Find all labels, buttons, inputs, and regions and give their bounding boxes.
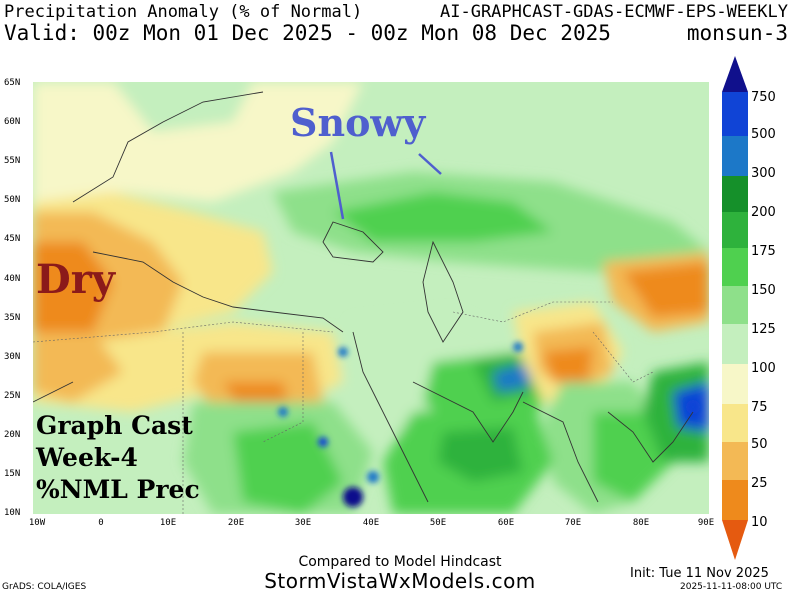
lon-label-70e: 70E: [564, 518, 582, 528]
lat-label-10n: 10N: [4, 508, 21, 518]
colorbar-label-100: 100: [751, 361, 776, 376]
footer-compared: Compared to Model Hindcast: [298, 554, 502, 570]
colorbar-label-175: 175: [751, 244, 776, 259]
borders: [33, 301, 654, 514]
colorbar-label-75: 75: [751, 400, 768, 415]
colorbar-swatch: [722, 286, 748, 324]
lon-label-10e: 10E: [159, 518, 177, 528]
colorbar-swatch: [722, 404, 748, 442]
colorbar-swatch: [722, 212, 748, 248]
lon-label-20e: 20E: [227, 518, 245, 528]
colorbar-swatch: [722, 324, 748, 364]
lon-label-10w: 10W: [28, 518, 46, 528]
colorbar-swatch: [722, 248, 748, 286]
model-note-line-1: Graph Cast: [36, 411, 193, 440]
footer-grads-credit: GrADS: COLA/IGES: [2, 582, 87, 592]
lat-label-15n: 15N: [4, 469, 21, 479]
colorbar-label-50: 50: [751, 437, 768, 452]
colorbar-swatch: [722, 480, 748, 520]
colorbar-swatch: [722, 364, 748, 404]
anomaly-fields: [33, 82, 709, 514]
colorbar: [722, 56, 748, 560]
lat-label-30n: 30N: [4, 352, 21, 362]
anomaly-map: [33, 82, 709, 514]
lat-label-20n: 20N: [4, 430, 21, 440]
colorbar-label-500: 500: [751, 127, 776, 142]
lat-label-50n: 50N: [4, 195, 21, 205]
anomaly-spots: [278, 342, 700, 507]
footer-timestamp: 2025-11-11-08:00 UTC: [680, 582, 783, 592]
colorbar-swatch: [722, 442, 748, 480]
footer-init-time: Init: Tue 11 Nov 2025: [630, 566, 769, 581]
colorbar-label-10: 10: [751, 515, 768, 530]
lat-label-65n: 65N: [4, 78, 21, 88]
footer-site: StormVistaWxModels.com: [264, 569, 536, 593]
colorbar-swatch: [722, 176, 748, 212]
colorbar-label-125: 125: [751, 322, 776, 337]
coastlines: [33, 91, 694, 503]
model-note: Graph Cast Week-4 %NML Prec: [36, 410, 200, 506]
lon-label-60e: 60E: [497, 518, 515, 528]
lon-label-80e: 80E: [632, 518, 650, 528]
region-name: monsun-3: [686, 21, 788, 45]
colorbar-label-300: 300: [751, 166, 776, 181]
snowy-annotation: Snowy: [290, 100, 426, 145]
valid-period: Valid: 00z Mon 01 Dec 2025 - 00z Mon 08 …: [4, 21, 611, 45]
colorbar-label-200: 200: [751, 205, 776, 220]
lat-label-45n: 45N: [4, 234, 21, 244]
lon-label-0: 0: [98, 518, 104, 528]
map-title: Precipitation Anomaly (% of Normal): [4, 2, 363, 22]
lat-label-55n: 55N: [4, 156, 21, 166]
map-canvas: [33, 82, 709, 514]
dry-annotation: Dry: [36, 256, 116, 303]
lat-label-40n: 40N: [4, 274, 21, 284]
model-note-line-2: Week-4: [36, 443, 138, 472]
colorbar-top-arrow: [722, 56, 748, 92]
lat-label-25n: 25N: [4, 391, 21, 401]
snowy-arrow-left: [329, 151, 345, 220]
model-note-line-3: %NML Prec: [36, 475, 200, 504]
colorbar-label-150: 150: [751, 283, 776, 298]
lon-label-30e: 30E: [294, 518, 312, 528]
colorbar-bottom-arrow: [722, 520, 748, 560]
colorbar-swatch: [722, 136, 748, 176]
model-name: AI-GRAPHCAST-GDAS-ECMWF-EPS-WEEKLY: [440, 2, 788, 22]
lat-label-60n: 60N: [4, 117, 21, 127]
lon-label-40e: 40E: [362, 518, 380, 528]
colorbar-label-750: 750: [751, 90, 776, 105]
lon-label-90e: 90E: [697, 518, 715, 528]
snowy-arrow-right: [418, 153, 442, 175]
colorbar-swatch: [722, 92, 748, 136]
colorbar-label-25: 25: [751, 476, 768, 491]
lat-label-35n: 35N: [4, 313, 21, 323]
lon-label-50e: 50E: [429, 518, 447, 528]
